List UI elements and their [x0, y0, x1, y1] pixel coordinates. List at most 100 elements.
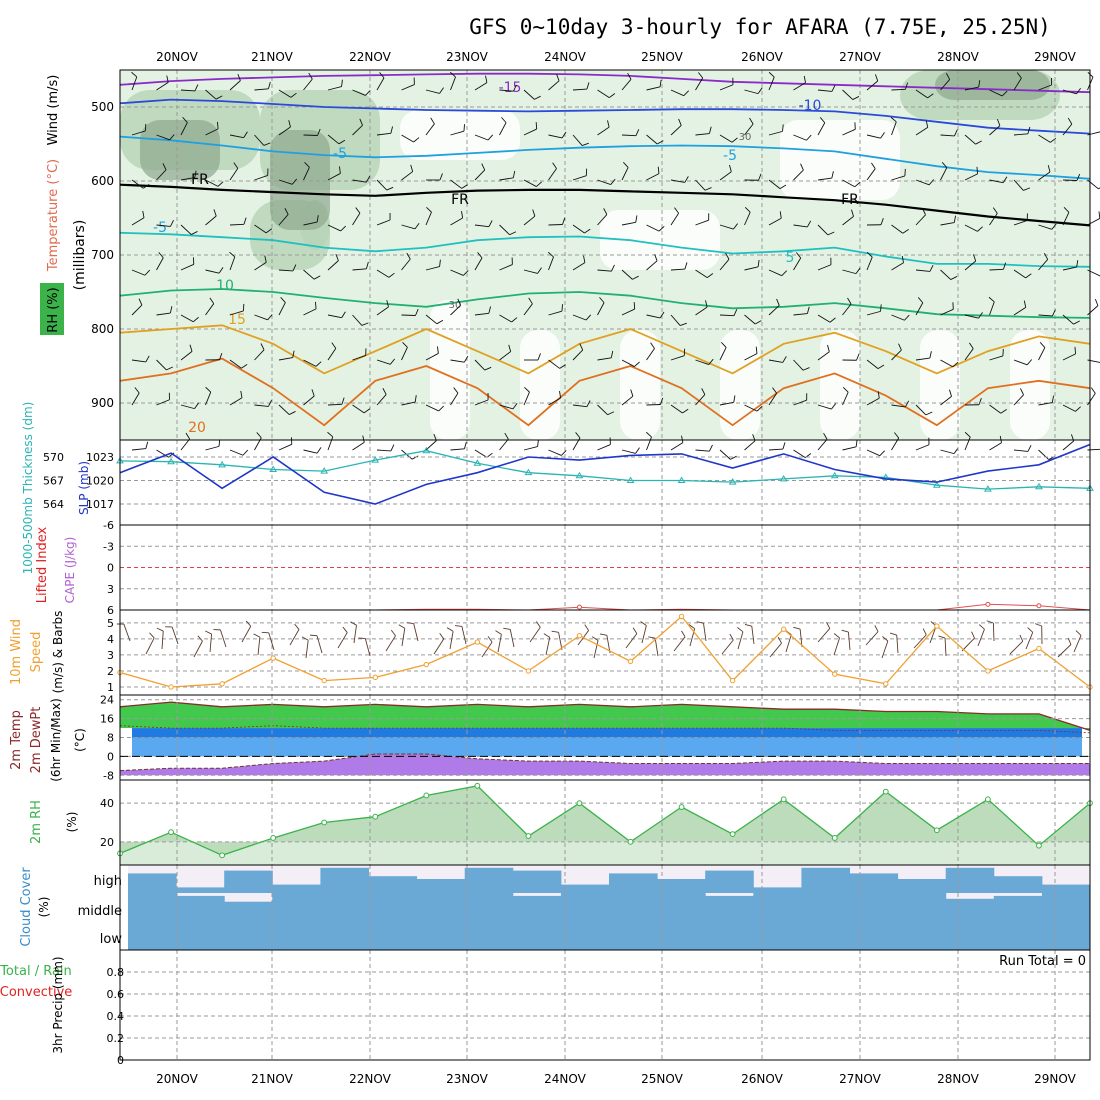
wind-barb-flag-upper-358 — [1090, 387, 1096, 394]
wind-barb-sfc-37 — [721, 639, 734, 655]
wind-barb-upper-93 — [376, 219, 391, 226]
wind-barb-flag-upper-83 — [365, 175, 371, 183]
wind-barb-flag-upper-148 — [537, 267, 542, 274]
wind-barb-flag-upper-232 — [756, 406, 763, 412]
cloud-high-9 — [560, 884, 610, 893]
wind-barb-upper-17 — [156, 449, 169, 458]
temp-panel: 24 16 8 0 -8 — [100, 694, 1091, 782]
wind-barb-flag-upper-155 — [552, 162, 557, 169]
wind-barb-upper-168 — [572, 349, 584, 361]
date-label-top-24NOV: 24NOV — [544, 50, 586, 64]
wind-barb-flag-upper-56 — [291, 178, 298, 185]
wind-barb-flag-upper-225 — [757, 87, 763, 94]
wind-barb-flag-upper-67 — [313, 275, 321, 280]
wind-barb-flag-upper-14 — [169, 306, 173, 314]
thickness-line — [119, 450, 1091, 490]
ylabel-barbs: (m/s) & Barbs — [51, 611, 65, 694]
wind-barb-flag-upper-5 — [138, 298, 143, 306]
temp-tick-8: 8 — [107, 732, 114, 745]
wind-barb-upper-178 — [597, 404, 608, 416]
wind-barb-flag-upper-253 — [819, 117, 826, 124]
temp-max-line — [119, 701, 1091, 732]
wind-barb-upper-126 — [474, 82, 488, 91]
ylabel-2m-temp: 2m Temp — [9, 710, 24, 770]
wind-barb-upper-285 — [891, 349, 902, 361]
wind-barb-flag-upper-227 — [758, 173, 762, 181]
wind-barb-sfc-2 — [161, 631, 164, 650]
wind-speed-marker-10 — [627, 658, 634, 665]
date-label-bottom-29NOV: 29NOV — [1034, 1072, 1076, 1086]
ylabel-temperature: Temperature (°C) — [46, 159, 61, 272]
wind-barb-upper-127 — [474, 134, 489, 141]
wind-barb-flag-upper-23 — [192, 316, 199, 323]
wind-barb-upper-71 — [303, 449, 318, 454]
wind-barb-flag-upper-215 — [709, 444, 713, 452]
wind-barb-upper-52 — [254, 404, 269, 407]
wind-tick-3: 3 — [107, 649, 114, 662]
wind-barb-flag-upper-158 — [561, 304, 563, 312]
wind-barb-flag-upper-257 — [829, 317, 836, 323]
wind-barb-flag-upper-74 — [339, 166, 341, 174]
wind-barb-flag-upper-40 — [229, 251, 236, 258]
wind-barb-flag-upper-168 — [579, 343, 584, 351]
wind-barb-upper-194 — [646, 314, 661, 319]
wind-barb-flag-upper-52 — [268, 400, 272, 407]
wind-barb-flag-sfc-32 — [640, 621, 647, 626]
ylabel-2m-rh: 2m RH — [29, 800, 44, 844]
wind-barb-flag-sfc-48 — [889, 632, 897, 636]
cloud-high-6 — [416, 879, 466, 893]
rh-marker-5 — [372, 813, 379, 820]
wind-barb-upper-212 — [695, 306, 708, 316]
wind-barb-upper-65 — [303, 167, 310, 181]
wind-barb-upper-60 — [278, 357, 293, 361]
wind-barb-upper-302 — [940, 308, 954, 316]
wind-barb-upper-101 — [401, 171, 413, 181]
wind-barb-upper-261 — [842, 89, 854, 100]
wind-barb-upper-14 — [156, 312, 171, 316]
wind-barb-flag-upper-8 — [145, 441, 149, 449]
wind-barb-sfc-55 — [1009, 640, 1024, 655]
wind-barb-flag-upper-130 — [477, 252, 483, 259]
wind-barb-upper-323 — [989, 442, 1002, 451]
wind-speed-marker-9 — [576, 632, 583, 639]
rh-dry-region-5 — [620, 330, 660, 440]
wind-barb-flag-upper-287 — [894, 432, 900, 439]
cloud-middle-5 — [368, 893, 418, 922]
lifted-index-line — [120, 603, 1091, 611]
thickness-marker-13 — [779, 474, 788, 482]
wind-barb-flag-upper-324 — [1016, 72, 1022, 79]
wind-barb-upper-275 — [866, 310, 881, 316]
wind-barb-flag-upper-34 — [205, 386, 212, 393]
wind-barb-upper-282 — [891, 224, 904, 234]
date-label-bottom-25NOV: 25NOV — [641, 1072, 683, 1086]
wind-barb-upper-224 — [719, 449, 731, 460]
wind-barb-upper-322 — [989, 404, 1002, 414]
wind-barb-upper-155 — [548, 168, 557, 181]
cloud-low-17 — [945, 922, 995, 950]
wind-barb-upper-260 — [817, 438, 828, 451]
wind-barb-flag-upper-293 — [917, 297, 924, 304]
wind-barb-upper-202 — [670, 268, 685, 271]
wind-barb-upper-57 — [278, 214, 289, 226]
wind-barb-flag-upper-301 — [950, 276, 958, 280]
wind-barb-sfc-54 — [992, 622, 995, 642]
isotherm-3 — [119, 183, 1091, 227]
wind-barb-upper-189 — [646, 86, 661, 91]
date-label-bottom-20NOV: 20NOV — [156, 1072, 198, 1086]
wind-barb-upper-312 — [964, 348, 974, 361]
thickness-marker-16 — [932, 481, 941, 488]
date-axis-top: 20NOV 21NOV 22NOV 23NOV 24NOV 25NOV 26NOV 27NOV… — [156, 50, 1076, 64]
wind-barb-sfc-47 — [881, 640, 889, 659]
wind-barb-upper-332 — [1013, 449, 1028, 452]
wind-barb-upper-5 — [131, 304, 143, 316]
wind-barb-upper-91 — [376, 132, 391, 136]
wind-barb-upper-353 — [1087, 179, 1099, 190]
cloud-middle-18 — [993, 895, 1043, 922]
cloud-middle-3 — [272, 893, 321, 922]
cloud-high-18 — [993, 876, 1043, 893]
wind-barb-upper-95 — [376, 306, 389, 316]
wind-barb-upper-120 — [450, 217, 463, 226]
wind-barb-upper-34 — [205, 391, 212, 406]
wind-barb-flag-upper-63 — [308, 72, 313, 80]
